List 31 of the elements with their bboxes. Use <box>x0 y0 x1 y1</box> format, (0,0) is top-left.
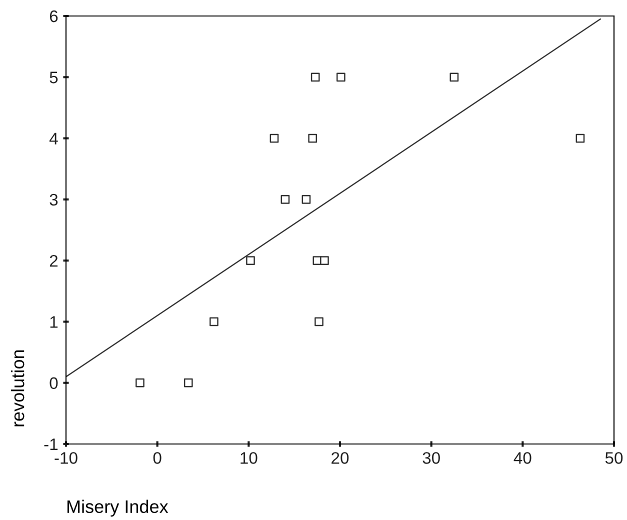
x-tick-label: 40 <box>514 452 532 464</box>
point <box>302 195 311 204</box>
y-tick-label: 1 <box>50 316 58 328</box>
point <box>320 256 329 265</box>
point <box>184 378 193 388</box>
x-tick-label: 0 <box>153 452 162 464</box>
point <box>210 317 218 326</box>
x-tick-label: 10 <box>240 452 258 464</box>
x-axis-title: Misery Index <box>67 500 168 517</box>
point <box>310 72 320 82</box>
y-tick-label: 5 <box>50 72 58 84</box>
x-tick-label: 20 <box>332 452 349 464</box>
x-tick-label: 50 <box>605 452 623 464</box>
point <box>576 134 585 143</box>
point <box>136 378 144 388</box>
x-tick-label: -10 <box>54 452 78 464</box>
point <box>270 134 279 143</box>
point <box>450 72 459 82</box>
y-axis-title: revolution <box>11 350 24 426</box>
y-tick-label: 6 <box>50 10 58 22</box>
y-tick-label: 3 <box>50 194 58 206</box>
point <box>336 72 346 82</box>
point <box>314 317 324 326</box>
y-tick-label: 0 <box>50 377 58 390</box>
point <box>308 134 318 143</box>
point <box>246 256 255 265</box>
y-tick-label: 4 <box>49 132 58 144</box>
point <box>280 195 290 204</box>
y-tick-label: 2 <box>50 254 58 267</box>
y-tick-label: -1 <box>44 438 58 450</box>
x-tick-label: 30 <box>422 452 440 464</box>
